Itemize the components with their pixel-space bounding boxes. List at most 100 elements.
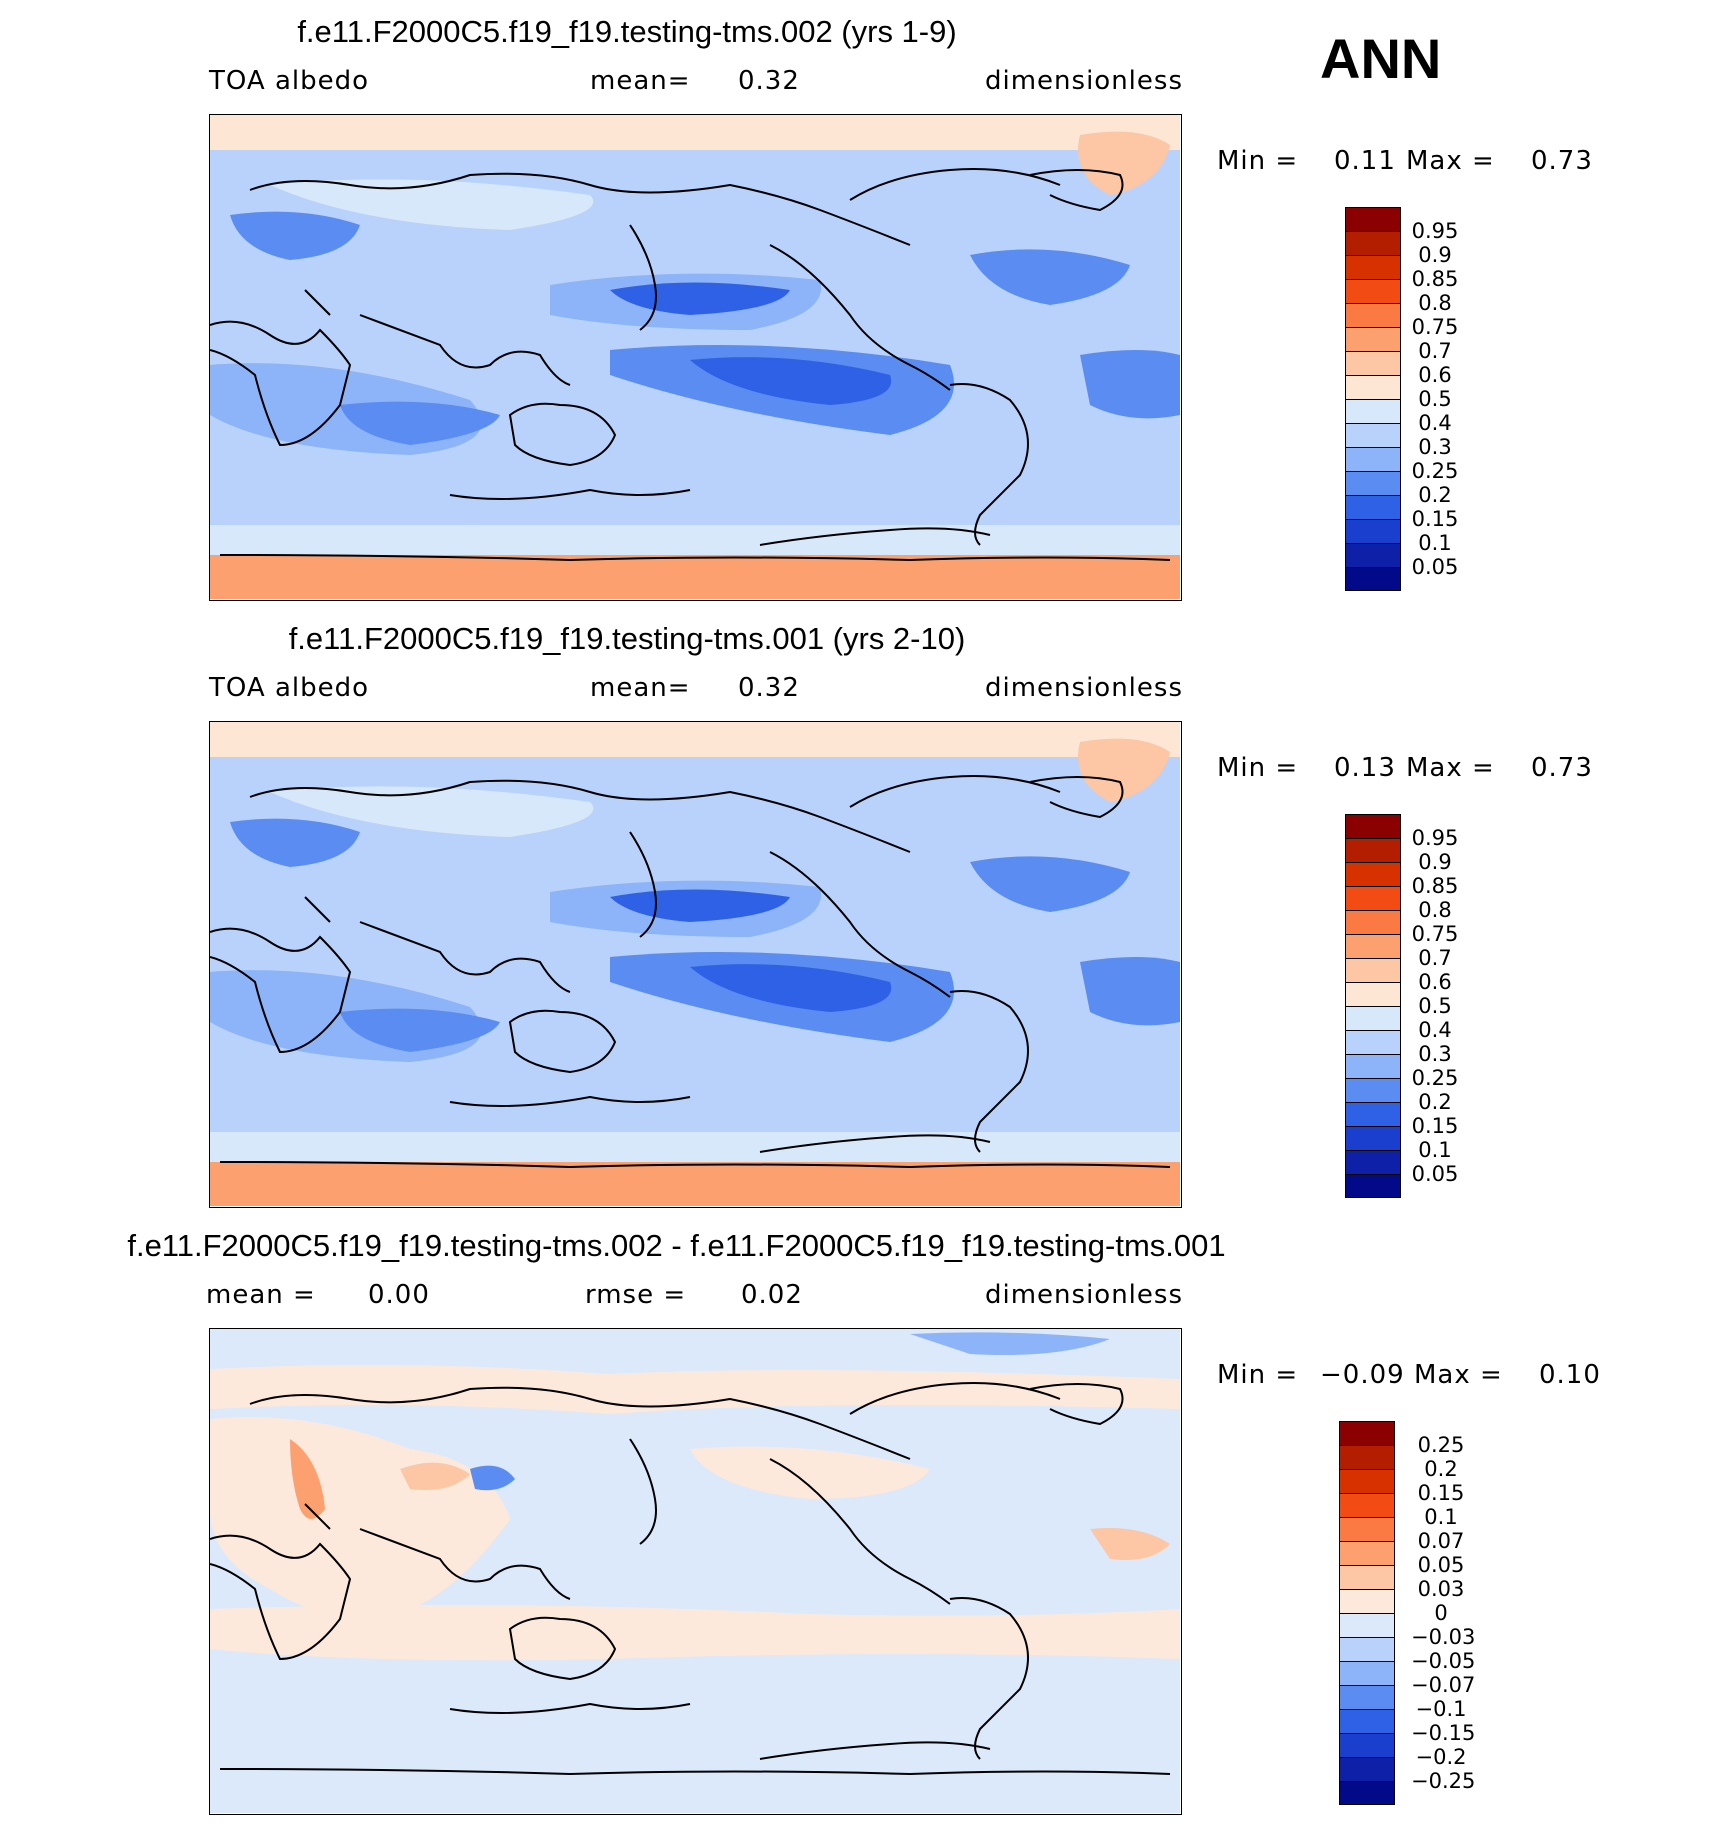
coastlines — [210, 775, 1171, 1169]
coastline — [304, 1503, 331, 1530]
panel-3-map-field — [210, 1329, 1180, 1813]
colorbar-label: 0.05 — [1411, 1162, 1459, 1186]
colorbar-box — [1345, 495, 1401, 520]
coastline — [1029, 169, 1124, 212]
coastline — [849, 1382, 1061, 1415]
colorbar-label: 0.9 — [1418, 850, 1452, 874]
colorbar-box — [1345, 1126, 1401, 1151]
coastline — [949, 990, 1029, 1153]
colorbar-box — [1339, 1589, 1395, 1614]
panel-1-max-label: Max = — [1406, 146, 1495, 176]
colorbar-box — [1339, 1517, 1395, 1542]
coastline — [1029, 1383, 1124, 1426]
panel-3-units-label: dimensionless — [985, 1280, 1183, 1310]
panel-2-min-label: Min = — [1217, 753, 1299, 783]
colorbar-box — [1345, 255, 1401, 280]
arctic-band — [210, 115, 1180, 150]
coastline — [769, 851, 951, 998]
colorbar-label: 0.1 — [1424, 1505, 1458, 1529]
coastline — [1029, 776, 1124, 819]
colorbar-label: 0.6 — [1418, 970, 1452, 994]
panel-1-map-field — [210, 115, 1180, 599]
panel-1-min-label: Min = — [1217, 146, 1299, 176]
panel-3-rmse-value: 0.02 — [741, 1280, 803, 1310]
colorbar-box — [1345, 838, 1401, 863]
coastline — [304, 896, 331, 923]
north-atlantic-patch — [970, 249, 1130, 305]
arabia-patch — [290, 1439, 325, 1519]
coastline — [949, 383, 1029, 546]
panel-1-mean-label: mean= — [590, 66, 691, 96]
coastline — [508, 402, 617, 467]
indian-ocean-low — [340, 1008, 500, 1052]
colorbar-box — [1339, 1637, 1395, 1662]
colorbar-label: 0.85 — [1411, 267, 1459, 291]
coastline — [629, 224, 657, 331]
colorbar-label: 0.5 — [1418, 387, 1452, 411]
coastline — [849, 775, 1061, 808]
colorbar-label: 0.2 — [1424, 1457, 1458, 1481]
colorbar-box — [1339, 1709, 1395, 1734]
colorbar-box — [1345, 1006, 1401, 1031]
mediterranean-patch — [230, 818, 360, 867]
colorbar-label: 0.4 — [1418, 1018, 1452, 1042]
panel-2-min-value: 0.13 — [1334, 753, 1396, 783]
coastline — [359, 1528, 571, 1600]
colorbar-label: 0.07 — [1417, 1529, 1465, 1553]
colorbar-label: 0.8 — [1418, 898, 1452, 922]
eurasia-patch — [270, 179, 594, 230]
atlantic-patch — [1090, 1528, 1170, 1560]
panel-2-map — [209, 721, 1182, 1208]
coastline — [210, 927, 352, 1054]
colorbar-label: 0.85 — [1411, 874, 1459, 898]
colorbar-box — [1339, 1421, 1395, 1446]
coastline — [359, 314, 571, 386]
colorbar-box — [1339, 1541, 1395, 1566]
colorbar-box — [1345, 1030, 1401, 1055]
colorbar-label: 0.15 — [1411, 1114, 1459, 1138]
colorbar-box — [1345, 351, 1401, 376]
coastline — [249, 172, 911, 246]
panel-2-units-label: dimensionless — [985, 673, 1183, 703]
coastlines — [210, 1382, 1171, 1776]
panel-1-mean-value: 0.32 — [738, 66, 800, 96]
colorbar-label: 0.05 — [1417, 1553, 1465, 1577]
north-atlantic-patch — [970, 856, 1130, 912]
panel-3-map — [209, 1328, 1182, 1815]
colorbar-box — [1339, 1469, 1395, 1494]
southern-mid-band — [210, 1605, 1180, 1661]
colorbar-label: 0.75 — [1411, 922, 1459, 946]
coastline — [769, 244, 951, 391]
colorbar-box — [1345, 958, 1401, 983]
panel-3-max-label: Max = — [1414, 1360, 1503, 1390]
colorbar-label: −0.03 — [1411, 1625, 1476, 1649]
colorbar-label: 0.4 — [1418, 411, 1452, 435]
coastline — [219, 1161, 1171, 1169]
colorbar-box — [1345, 279, 1401, 304]
colorbar-label: −0.05 — [1411, 1649, 1476, 1673]
colorbar-label: 0.8 — [1418, 291, 1452, 315]
coastline — [769, 1458, 951, 1605]
coastline — [249, 1386, 911, 1460]
coastline — [849, 168, 1061, 201]
panel-3-min-value: −0.09 — [1320, 1360, 1405, 1390]
eurasia-patch — [270, 786, 594, 837]
panel-1-max-value: 0.73 — [1531, 146, 1593, 176]
colorbar-label: 0.6 — [1418, 363, 1452, 387]
greenland-patch — [1078, 131, 1170, 195]
colorbar-label: 0.75 — [1411, 315, 1459, 339]
tibet-patch — [470, 1465, 515, 1491]
panel-3-rmse-label: rmse = — [585, 1280, 687, 1310]
colorbar-box — [1345, 375, 1401, 400]
antarctic-band — [210, 555, 1180, 599]
panel-1-title: f.e11.F2000C5.f19_f19.testing-tms.002 (y… — [297, 14, 957, 49]
colorbar-label: 0.03 — [1417, 1577, 1465, 1601]
colorbar-box — [1345, 567, 1401, 591]
panel-1-map — [209, 114, 1182, 601]
arctic-band — [210, 722, 1180, 757]
iran-patch — [400, 1462, 470, 1490]
south-pacific-low — [690, 357, 892, 405]
antarctic-band — [210, 1769, 1180, 1813]
colorbar-box — [1345, 1174, 1401, 1198]
coastline — [219, 1768, 1171, 1776]
